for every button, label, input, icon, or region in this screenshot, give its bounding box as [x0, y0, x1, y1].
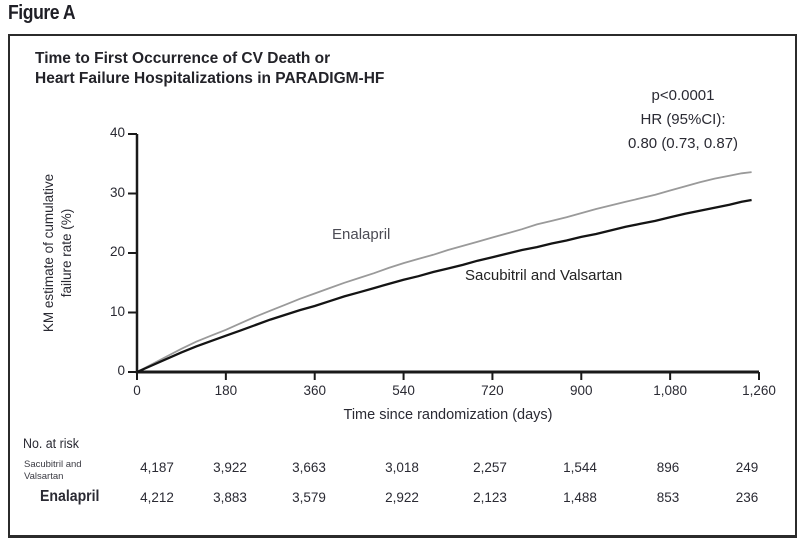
at-risk-value: 3,018 — [385, 460, 419, 475]
curve-label-sacubitril: Sacubitril and Valsartan — [465, 267, 623, 284]
km-curve-sacubitril — [136, 198, 752, 374]
at-risk-value: 236 — [735, 490, 759, 505]
at-risk-value: 2,922 — [385, 490, 419, 505]
at-risk-value: 896 — [656, 460, 680, 475]
x-tick-label: 0 — [133, 383, 141, 398]
x-tick-label: 180 — [214, 383, 238, 398]
at-risk-value: 2,123 — [473, 490, 507, 505]
at-risk-value: 3,579 — [292, 490, 326, 505]
hr-label: HR (95%CI): — [640, 111, 726, 128]
curve-label-enalapril: Enalapril — [332, 226, 391, 243]
y-axis-label-line2: failure rate (%) — [59, 208, 74, 298]
at-risk-value: 3,663 — [292, 460, 326, 475]
y-tick-label: 30 — [109, 184, 125, 200]
at-risk-value: 4,212 — [140, 490, 174, 505]
at-risk-value: 4,187 — [140, 460, 174, 475]
stats-annotation: p<0.0001 HR (95%CI): 0.80 (0.73, 0.87) — [578, 84, 788, 156]
x-tick-label: 720 — [481, 383, 504, 398]
x-tick-label: 360 — [303, 383, 326, 398]
x-tick-label: 540 — [392, 383, 415, 398]
at-risk-row-label-sacubitril: Sacubitril and Valsartan — [24, 459, 82, 482]
x-tick-label: 1,080 — [653, 383, 688, 398]
p-value: p<0.0001 — [651, 87, 715, 104]
y-tick-label: 0 — [117, 363, 125, 378]
at-risk-value: 1,544 — [563, 460, 597, 475]
x-axis-label: Time since randomization (days) — [343, 407, 553, 423]
x-tick-label: 900 — [570, 383, 593, 398]
at-risk-value: 3,883 — [213, 490, 247, 505]
at-risk-value: 1,488 — [563, 490, 597, 505]
y-axis-label: KM estimate of cumulative failure rate (… — [40, 116, 78, 390]
y-axis-label-line1: KM estimate of cumulative — [41, 173, 56, 333]
at-risk-value: 3,922 — [213, 460, 247, 475]
hr-value: 0.80 (0.73, 0.87) — [627, 135, 739, 152]
at-risk-value: 2,257 — [473, 460, 507, 475]
chart-title-line2: Heart Failure Hospitalizations in PARADI… — [35, 70, 385, 87]
figure-label: Figure A — [8, 2, 76, 24]
figure-box: Time to First Occurrence of CV Death or … — [8, 34, 797, 538]
km-curve-enalapril — [136, 171, 752, 373]
y-tick-label: 10 — [109, 303, 125, 319]
x-tick-label: 1,260 — [742, 383, 776, 398]
chart-title-line1: Time to First Occurrence of CV Death or — [35, 50, 331, 67]
at-risk-value: 853 — [656, 490, 680, 505]
at-risk-header: No. at risk — [23, 436, 79, 451]
chart-title: Time to First Occurrence of CV Death or … — [35, 49, 384, 89]
km-plot — [128, 133, 760, 380]
y-tick-label: 20 — [109, 244, 125, 259]
at-risk-row-label-enalapril: Enalapril — [40, 488, 100, 505]
y-tick-label: 40 — [109, 125, 125, 140]
at-risk-value: 249 — [735, 460, 759, 475]
